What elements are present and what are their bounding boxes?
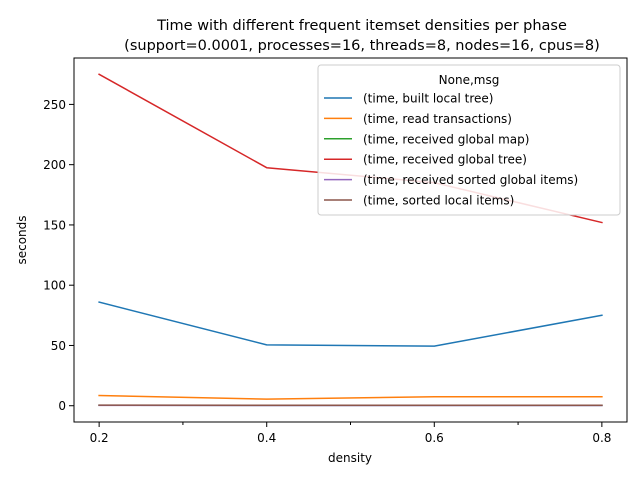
legend-item-label-4: (time, received sorted global items): [363, 173, 578, 187]
legend-title: None,msg: [439, 73, 500, 87]
legend-item-label-1: (time, read transactions): [363, 112, 512, 126]
y-tick-label: 150: [43, 218, 66, 232]
legend-item-label-3: (time, received global tree): [363, 153, 527, 167]
y-tick-label: 200: [43, 158, 66, 172]
chart-title-line-1: Time with different frequent itemset den…: [156, 18, 567, 34]
legend: None,msg (time, built local tree) (time, …: [317, 64, 621, 216]
legend-item-label-5: (time, sorted local items): [363, 194, 514, 208]
x-axis-label: density: [328, 451, 372, 465]
y-tick-label: 0: [58, 399, 66, 413]
chart-title-line-2: (support=0.0001, processes=16, threads=8…: [124, 38, 600, 54]
y-axis-label: seconds: [15, 215, 29, 264]
y-tick-label: 250: [43, 98, 66, 112]
legend-item-label-0: (time, built local tree): [363, 92, 493, 106]
legend-item-label-2: (time, received global map): [363, 132, 529, 146]
x-tick-label: 0.4: [257, 431, 276, 445]
series-line-0: [98, 301, 603, 347]
legend-box: [317, 64, 621, 216]
x-tick-label: 0.8: [592, 431, 611, 445]
series-line-1: [98, 394, 603, 400]
x-tick-label: 0.6: [425, 431, 444, 445]
x-tick-label: 0.2: [90, 431, 109, 445]
y-tick-label: 50: [51, 339, 66, 353]
y-tick-label: 100: [43, 279, 66, 293]
